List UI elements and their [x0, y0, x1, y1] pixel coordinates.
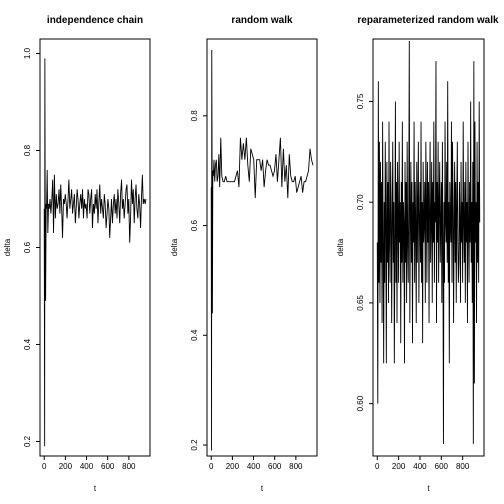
series-line: [210, 49, 314, 451]
x-tick-label: 400: [413, 462, 427, 471]
y-tick-label: 0.6: [23, 241, 32, 253]
y-tick-label: 1.0: [23, 47, 32, 59]
x-tick-label: 800: [122, 462, 136, 471]
x-tick-label: 0: [209, 462, 214, 471]
x-tick-label: 400: [247, 462, 261, 471]
plot-frame: [372, 38, 485, 457]
x-tick-label: 600: [268, 462, 282, 471]
chart-title: independence chain: [47, 15, 143, 26]
series-line: [43, 58, 147, 447]
y-tick-label: 0.60: [356, 395, 365, 411]
y-axis-label: delta: [3, 238, 12, 256]
x-axis-label: t: [94, 484, 97, 493]
x-tick-label: 400: [80, 462, 94, 471]
x-axis-label: t: [427, 484, 430, 493]
y-tick-label: 0.8: [190, 110, 199, 122]
panel-independence-chain: independence chain t delta 0 200 400 600 800 0.2…: [3, 15, 151, 493]
x-tick-label: 200: [226, 462, 240, 471]
x-tick-label: 600: [435, 462, 449, 471]
x-axis-label: t: [261, 484, 264, 493]
x-tick-label: 600: [101, 462, 115, 471]
plot-frame: [39, 38, 151, 457]
y-tick-label: 0.2: [190, 439, 199, 451]
panel-reparameterized-random-walk: reparameterized random walk t delta 0 200 400…: [336, 15, 499, 493]
plot-frame: [206, 38, 318, 457]
x-tick-label: 800: [456, 462, 470, 471]
x-tick-label: 0: [375, 462, 380, 471]
y-axis-label: delta: [170, 238, 179, 256]
panel-random-walk: random walk t delta 0 200 400 600 800 0.2 0.4 0.6 0…: [170, 15, 318, 493]
y-axis-label: delta: [336, 238, 345, 256]
y-tick-label: 0.75: [356, 93, 365, 109]
y-tick-label: 0.4: [23, 338, 32, 350]
y-tick-label: 0.2: [23, 435, 32, 447]
y-tick-label: 0.4: [190, 329, 199, 341]
x-tick-label: 200: [59, 462, 73, 471]
x-tick-label: 200: [392, 462, 406, 471]
chart-title: reparameterized random walk: [357, 15, 499, 26]
y-tick-label: 0.8: [23, 144, 32, 156]
series-line: [376, 41, 481, 444]
y-tick-label: 0.6: [190, 219, 199, 231]
x-tick-label: 0: [42, 462, 47, 471]
y-tick-label: 0.65: [356, 295, 365, 311]
chart-title: random walk: [231, 15, 293, 26]
x-tick-label: 800: [289, 462, 303, 471]
y-tick-label: 0.70: [356, 194, 365, 210]
